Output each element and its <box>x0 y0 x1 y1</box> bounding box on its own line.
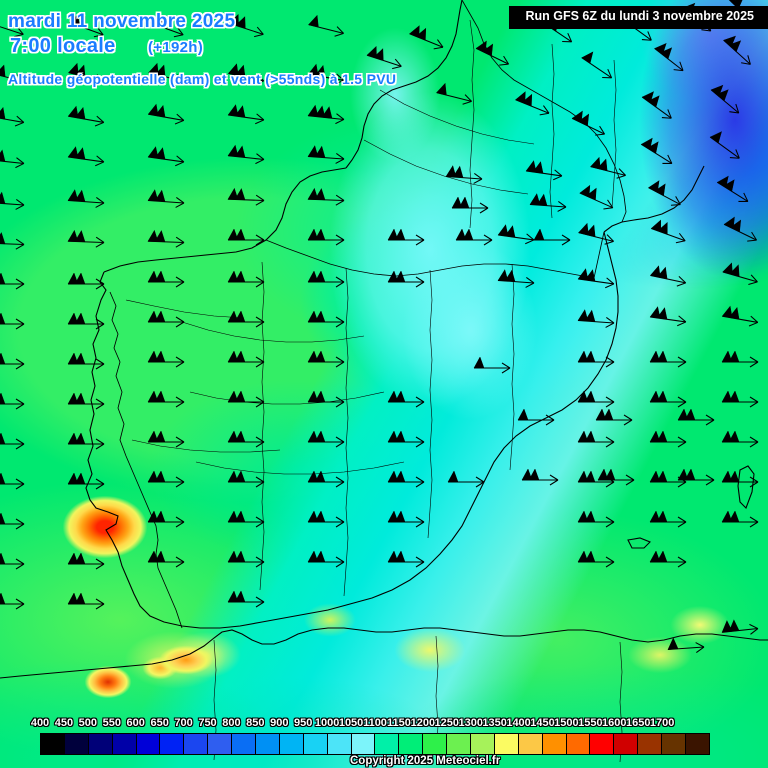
colorbar-cell <box>256 734 280 754</box>
colorbar-cell <box>279 734 304 754</box>
colorbar-tick-label: 550 <box>102 717 121 729</box>
colorbar-tick-label: 1200 <box>410 717 436 729</box>
colorbar-cell <box>136 734 161 754</box>
colorbar-tick-label: 800 <box>222 717 241 729</box>
colorbar-tick-label: 650 <box>150 717 169 729</box>
colorbar-cell <box>375 734 400 754</box>
colorbar-cell <box>686 734 709 754</box>
colorbar-cell <box>327 734 352 754</box>
map-parameter-subtitle: Altitude géopotentielle (dam) et vent (>… <box>8 71 397 87</box>
colorbar-cell <box>590 734 615 754</box>
colorbar-cell <box>303 734 328 754</box>
colorbar-cell <box>638 734 663 754</box>
colorbar-tick-label: 1000 <box>314 717 340 729</box>
colorbar-tick-label: 500 <box>78 717 98 729</box>
colorbar-cell <box>64 734 89 754</box>
colorbar-tick-labels: 400 450 500 550 600 650 700 750 800 850 900 950 1000… <box>31 717 710 732</box>
colorbar-tick-label: 450 <box>54 717 74 729</box>
copyright-label: Copyright 2025 Meteociel.fr <box>350 755 501 767</box>
colorbar-cell <box>447 734 472 754</box>
forecast-leadtime-label: (+192h) <box>148 39 204 56</box>
colorbar-cell <box>662 734 687 754</box>
colorbar-cell <box>471 734 495 754</box>
colorbar-tick-label: 750 <box>198 717 217 729</box>
colorbar-tick-label: 1150 <box>386 717 411 729</box>
colorbar-tick-label: 1300 <box>458 717 483 729</box>
colorbar-tick-label: 900 <box>270 717 289 729</box>
colorbar-tick-label: 1500 <box>554 717 579 729</box>
colorbar-tick-label: 1050 <box>338 717 364 729</box>
colorbar-cell <box>232 734 257 754</box>
colorbar-cell <box>88 734 113 754</box>
colorbar-swatches[interactable] <box>40 733 710 755</box>
colorbar-tick-label: 1700 <box>649 717 675 729</box>
colorbar-cell <box>518 734 543 754</box>
colorbar-cell <box>542 734 567 754</box>
colorbar-tick-label: 1100 <box>363 717 387 729</box>
colorbar-cell <box>184 734 209 754</box>
colorbar-cell <box>160 734 185 754</box>
colorbar-cell <box>112 734 137 754</box>
model-run-banner: Run GFS 6Z du lundi 3 novembre 2025 <box>509 6 768 29</box>
forecast-date-label: mardi 11 novembre 2025 <box>8 11 236 32</box>
colorbar-tick-label: 1350 <box>482 717 507 729</box>
colorbar-cell <box>566 734 591 754</box>
colorbar-tick-label: 1550 <box>578 717 603 729</box>
colorbar-cell <box>399 734 424 754</box>
colorbar-tick-label: 1600 <box>602 717 627 729</box>
colorbar-cell <box>614 734 639 754</box>
colorbar-tick-label: 1650 <box>625 717 651 729</box>
colorbar-tick-label: 1400 <box>506 717 531 729</box>
colorbar-tick-label: 850 <box>246 717 265 729</box>
colorbar-cell <box>351 734 376 754</box>
colorbar-cell <box>494 734 519 754</box>
colorbar-tick-label: 400 <box>30 717 50 729</box>
colorbar-tick-label: 1450 <box>530 717 555 729</box>
colorbar-tick-label: 1250 <box>434 717 460 729</box>
colorbar-cell <box>423 734 448 754</box>
colorbar-cell <box>208 734 233 754</box>
colorbar-tick-label: 600 <box>126 717 145 729</box>
colorbar-cell <box>41 734 65 754</box>
forecast-time-label: 7:00 locale <box>10 35 116 57</box>
colorbar-tick-label: 950 <box>294 717 313 729</box>
colorbar-tick-label: 700 <box>174 717 193 729</box>
colorbar-legend: 400 450 500 550 600 650 700 750 800 850 900 950 1000… <box>31 717 710 755</box>
